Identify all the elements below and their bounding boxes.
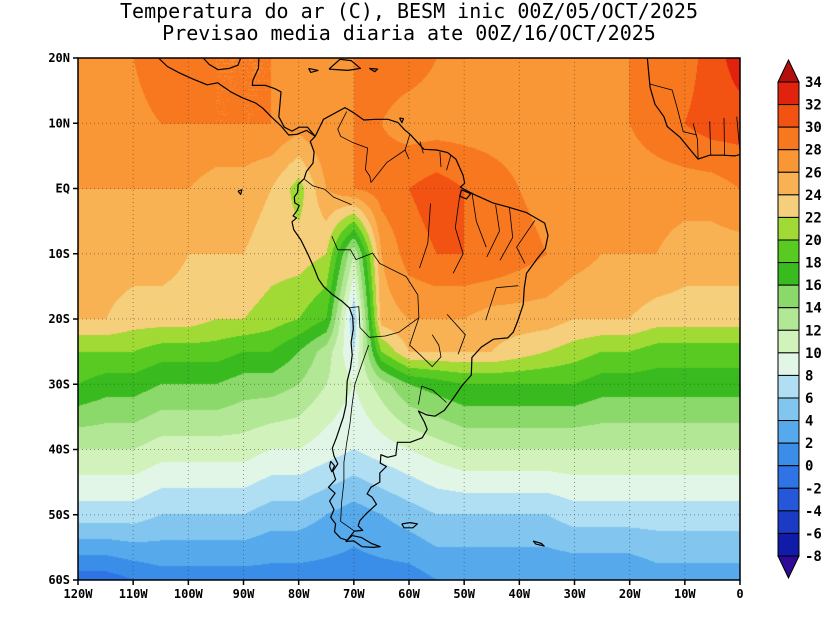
colorbar-tick-label: 22 — [805, 210, 822, 226]
lon-axis-label: 110W — [119, 587, 149, 601]
colorbar-band — [777, 374, 800, 399]
colorbar-arrow-top — [777, 58, 800, 83]
lat-axis-label: 40S — [48, 443, 70, 457]
colorbar-tick-label: -2 — [805, 481, 822, 497]
colorbar-tick-label: 32 — [805, 98, 822, 114]
colorbar-band — [777, 262, 800, 286]
lat-axis-label: 20N — [48, 51, 70, 65]
lon-axis-label: 70W — [343, 587, 365, 601]
colorbar-band — [777, 352, 800, 376]
lon-axis-label: 90W — [233, 587, 255, 601]
colorbar-tick-label: 14 — [805, 301, 822, 317]
colorbar-band — [777, 171, 800, 196]
colorbar-arrow-bottom — [777, 555, 800, 580]
title-line-1: Temperatura do ar (C), BESM inic 00Z/05/… — [120, 0, 698, 23]
colorbar-band — [777, 216, 800, 241]
colorbar-band — [777, 307, 800, 331]
lon-axis-label: 20W — [619, 587, 641, 601]
colorbar-band — [777, 239, 800, 264]
colorbar-band — [777, 104, 800, 128]
lon-axis-label: 10W — [674, 587, 696, 601]
lat-axis-label: 50S — [48, 508, 70, 522]
colorbar-band — [777, 284, 800, 309]
colorbar-tick-label: -4 — [805, 504, 822, 520]
colorbar-band — [777, 420, 800, 444]
colorbar-tick-label: 2 — [805, 436, 813, 452]
colorbar-tick-label: 12 — [805, 323, 822, 339]
colorbar-tick-label: 24 — [805, 188, 822, 204]
lon-axis-label: 50W — [453, 587, 475, 601]
colorbar-band — [777, 81, 800, 106]
lon-axis-label: 30W — [564, 587, 586, 601]
lat-axis-label: EQ — [56, 182, 70, 196]
lat-axis-label: 20S — [48, 312, 70, 326]
temperature-field-canvas — [78, 58, 740, 580]
lon-axis-label: 40W — [508, 587, 530, 601]
colorbar-tick-label: -6 — [805, 526, 822, 542]
colorbar-tick-label: 30 — [805, 120, 822, 136]
colorbar-tick-label: 4 — [805, 414, 813, 430]
lon-axis-label: 80W — [288, 587, 310, 601]
colorbar-band — [777, 126, 800, 151]
colorbar-tick-label: 20 — [805, 233, 822, 249]
colorbar-tick-label: 28 — [805, 143, 822, 159]
lat-axis-label: 30S — [48, 377, 70, 391]
lat-axis-label: 60S — [48, 573, 70, 587]
lon-axis-label: 120W — [64, 587, 94, 601]
colorbar-band — [777, 194, 800, 218]
colorbar-band — [777, 329, 800, 354]
lon-axis-label: 60W — [398, 587, 420, 601]
colorbar-tick-label: 18 — [805, 256, 822, 272]
colorbar-tick-label: 26 — [805, 165, 822, 181]
colorbar-tick-label: 0 — [805, 459, 813, 475]
colorbar-tick-label: 16 — [805, 278, 822, 294]
colorbar-tick-label: 34 — [805, 75, 822, 91]
colorbar-band — [777, 487, 800, 512]
lat-axis-label: 10N — [48, 116, 70, 130]
colorbar-tick-label: 8 — [805, 368, 813, 384]
colorbar-band — [777, 149, 800, 173]
lon-axis-label: 100W — [174, 587, 204, 601]
colorbar-tick-label: 10 — [805, 346, 822, 362]
colorbar-tick-label: 6 — [805, 391, 813, 407]
colorbar-tick-label: -8 — [805, 549, 822, 565]
colorbar-band — [777, 397, 800, 422]
title-line-2: Previsao media diaria ate 00Z/16/OCT/202… — [162, 21, 656, 45]
lat-axis-label: 10S — [48, 247, 70, 261]
colorbar-band — [777, 442, 800, 467]
colorbar-band — [777, 510, 800, 534]
colorbar-band — [777, 532, 800, 557]
colorbar-band — [777, 465, 800, 489]
chart-title: Temperatura do ar (C), BESM inic 00Z/05/… — [78, 0, 740, 44]
lon-axis-label: 0 — [736, 587, 743, 601]
